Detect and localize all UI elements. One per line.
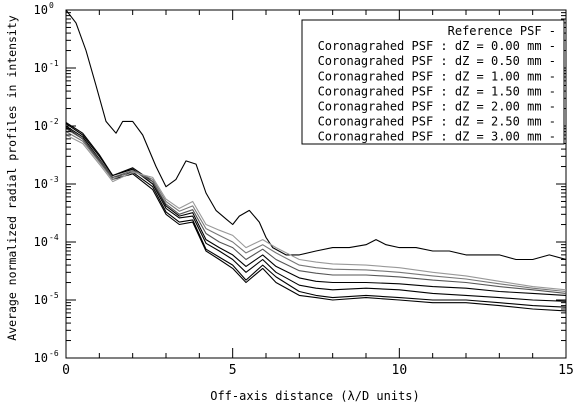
y-tick-label-exponent: 0 [49, 1, 54, 10]
legend-entry: Coronagrahed PSF : dZ = 1.00 mm - [318, 69, 556, 83]
y-tick-label: 10 [34, 351, 48, 365]
legend-entry: Coronagrahed PSF : dZ = 0.00 mm - [318, 39, 556, 53]
series-line-7 [66, 134, 566, 291]
y-tick-label: 10 [34, 3, 48, 17]
y-tick-label: 10 [34, 61, 48, 75]
y-tick-label: 10 [34, 293, 48, 307]
series-line-5 [66, 128, 566, 294]
y-tick-label-exponent: -1 [49, 59, 59, 68]
series-line-3 [66, 123, 566, 302]
x-tick-label: 10 [392, 363, 408, 378]
y-tick-label-exponent: -2 [49, 117, 59, 126]
series-group [66, 10, 566, 312]
y-tick-label-exponent: -5 [49, 291, 59, 300]
x-axis-label: Off-axis distance (λ/D units) [210, 389, 420, 403]
legend: Reference PSF -Coronagrahed PSF : dZ = 0… [301, 19, 565, 145]
y-tick-label: 10 [34, 177, 48, 191]
y-tick-label: 10 [34, 119, 48, 133]
x-tick-label: 0 [62, 363, 70, 378]
legend-entry: Coronagrahed PSF : dZ = 2.00 mm - [318, 100, 556, 114]
x-tick-label: 15 [558, 363, 574, 378]
series-line-1 [66, 126, 566, 312]
y-axis-label: Average normalized radial profiles in in… [5, 15, 19, 340]
x-tick-label: 5 [229, 363, 237, 378]
y-tick-label-exponent: -6 [49, 349, 59, 358]
y-tick-label: 10 [34, 235, 48, 249]
y-tick-label-exponent: -3 [49, 175, 59, 184]
legend-entry: Coronagrahed PSF : dZ = 1.50 mm - [318, 84, 556, 98]
legend-entry: Reference PSF - [448, 24, 556, 38]
legend-entry: Coronagrahed PSF : dZ = 2.50 mm - [318, 115, 556, 129]
series-line-0 [66, 10, 566, 261]
legend-entry: Coronagrahed PSF : dZ = 0.50 mm - [318, 54, 556, 68]
series-line-6 [66, 131, 566, 293]
legend-entry: Coronagrahed PSF : dZ = 3.00 mm - [318, 130, 556, 144]
series-line-4 [66, 122, 566, 296]
y-tick-label-exponent: -4 [49, 233, 59, 242]
legend-box [301, 19, 565, 145]
